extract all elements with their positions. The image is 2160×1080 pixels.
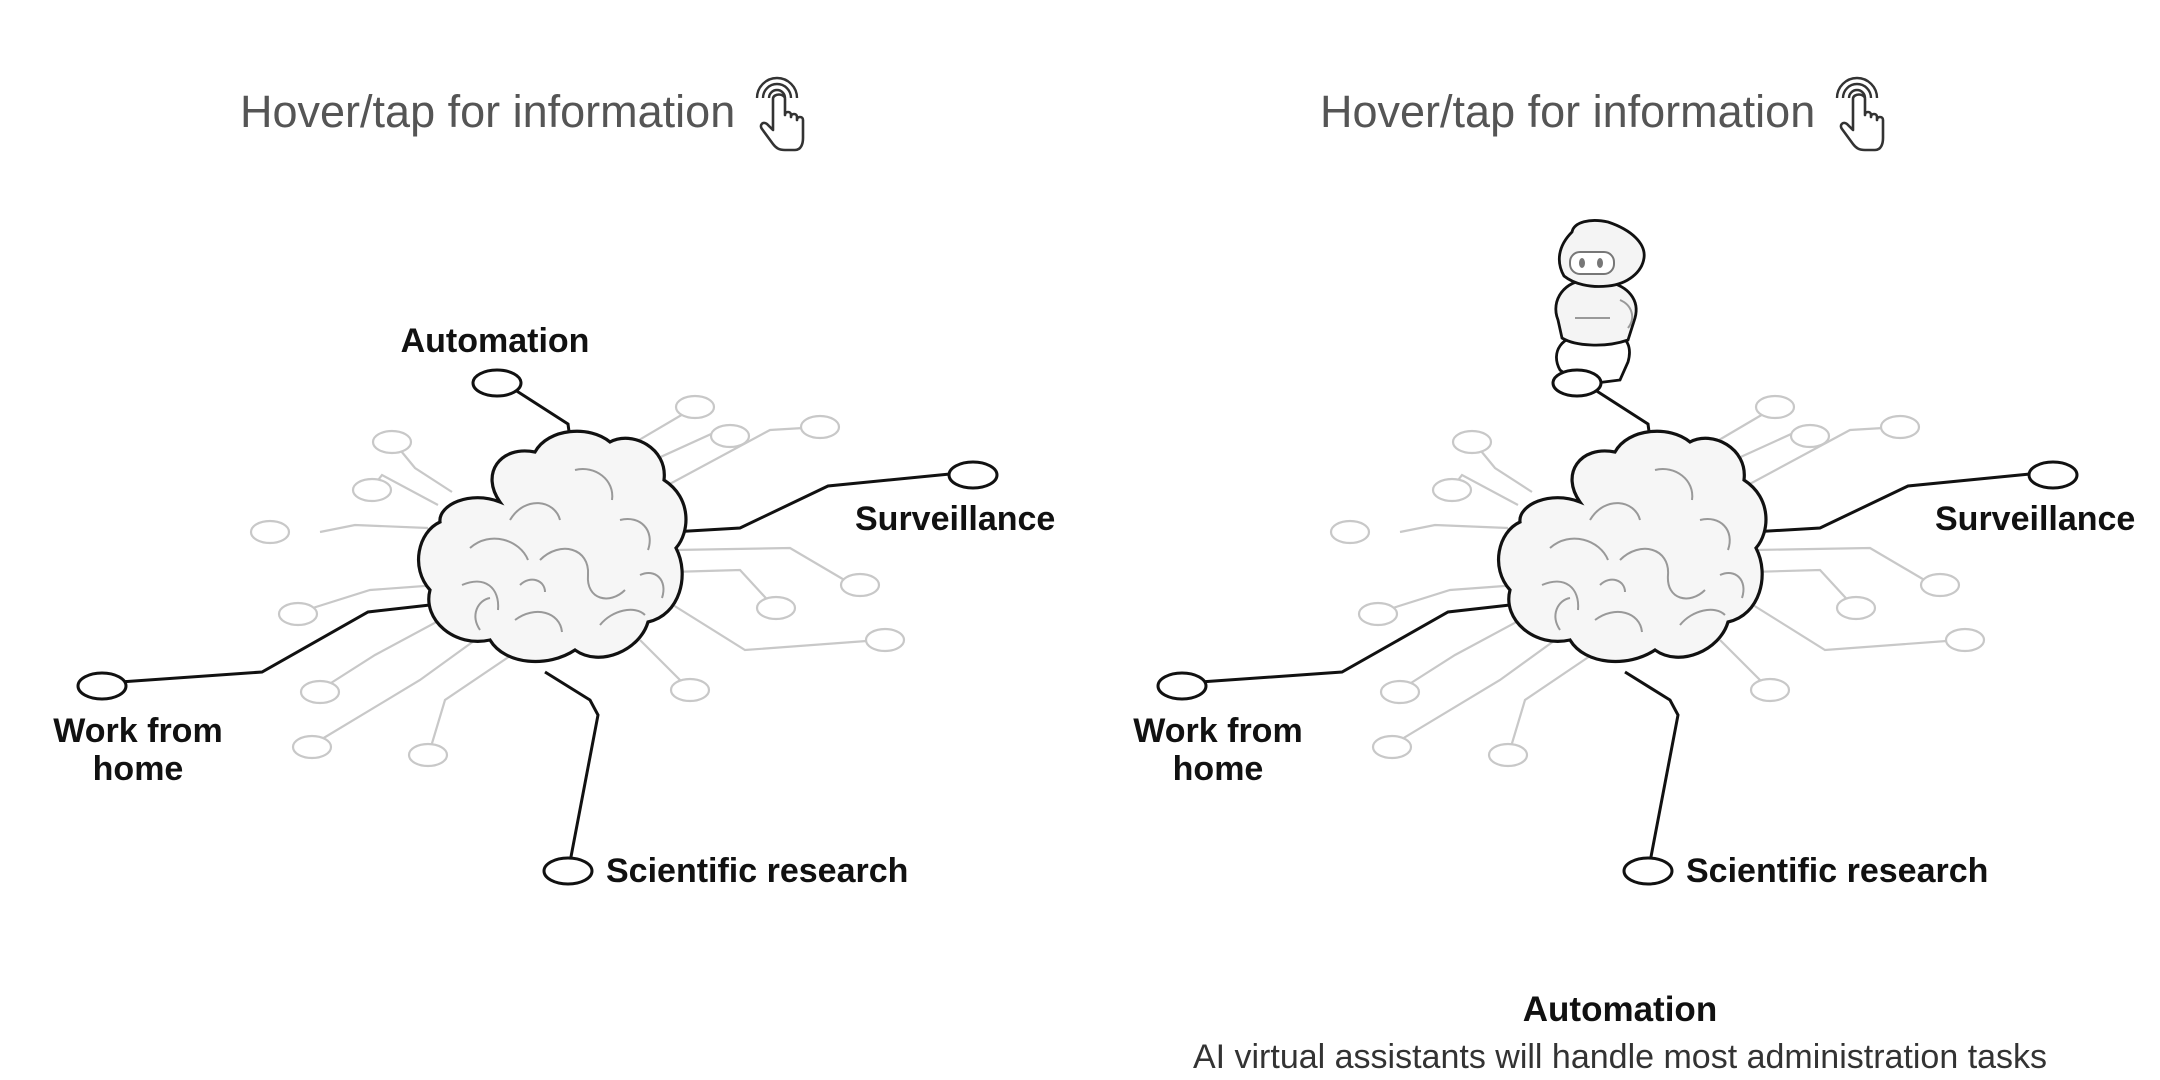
scientific-research-label[interactable]: Scientific research: [1686, 852, 1988, 890]
work-from-home-label-line2[interactable]: home: [93, 750, 184, 788]
work-from-home-label-line1[interactable]: Work from: [53, 712, 222, 750]
work-from-home-label-line1[interactable]: Work from: [1133, 712, 1302, 750]
scientific-research-node[interactable]: [1622, 856, 1674, 886]
surveillance-connector: [671, 472, 951, 534]
work-from-home-label-line2[interactable]: home: [1173, 750, 1264, 788]
info-description: AI virtual assistants will handle most a…: [1192, 1038, 2048, 1076]
surveillance-label[interactable]: Surveillance: [1935, 500, 2135, 538]
work-from-home-node[interactable]: [1156, 671, 1208, 701]
automation-node[interactable]: [1551, 368, 1603, 398]
robot-icon: [1554, 219, 1646, 387]
scientific-research-connector: [1624, 670, 1680, 863]
scientific-research-connector: [544, 670, 600, 863]
info-panel: Automation AI virtual assistants will ha…: [1080, 985, 2160, 1079]
work-from-home-node[interactable]: [76, 671, 128, 701]
surveillance-label[interactable]: Surveillance: [855, 500, 1055, 538]
brain-icon: [1496, 429, 1768, 664]
tap-hand-icon: [756, 76, 805, 152]
ai-brain-diagram: Automation Surveillance Work from home S…: [53, 322, 1055, 890]
scientific-research-node[interactable]: [542, 856, 594, 886]
surveillance-node[interactable]: [2027, 460, 2079, 490]
hover-hint-text: Hover/tap for information: [1320, 86, 1816, 137]
hover-hint-text: Hover/tap for information: [240, 86, 736, 137]
tap-hand-icon: [1836, 76, 1885, 152]
work-from-home-connector: [119, 603, 431, 684]
circuit-nodes: [1329, 394, 1986, 768]
ai-brain-diagram: Surveillance Work from home Scientific r…: [1133, 219, 2135, 890]
circuit-nodes: [249, 394, 906, 768]
left-panel: Hover/tap for information: [53, 72, 1055, 890]
brain-icon: [416, 429, 688, 664]
work-from-home-connector: [1199, 603, 1511, 684]
info-title: Automation: [1522, 990, 1718, 1029]
automation-label[interactable]: Automation: [401, 322, 590, 360]
surveillance-node[interactable]: [947, 460, 999, 490]
hover-hint: Hover/tap for information: [1320, 72, 1885, 152]
scientific-research-label[interactable]: Scientific research: [606, 852, 908, 890]
surveillance-connector: [1751, 472, 2031, 534]
automation-node[interactable]: [471, 368, 523, 398]
hover-hint: Hover/tap for information: [240, 72, 805, 152]
right-panel: Hover/tap for information: [1080, 0, 2160, 1080]
